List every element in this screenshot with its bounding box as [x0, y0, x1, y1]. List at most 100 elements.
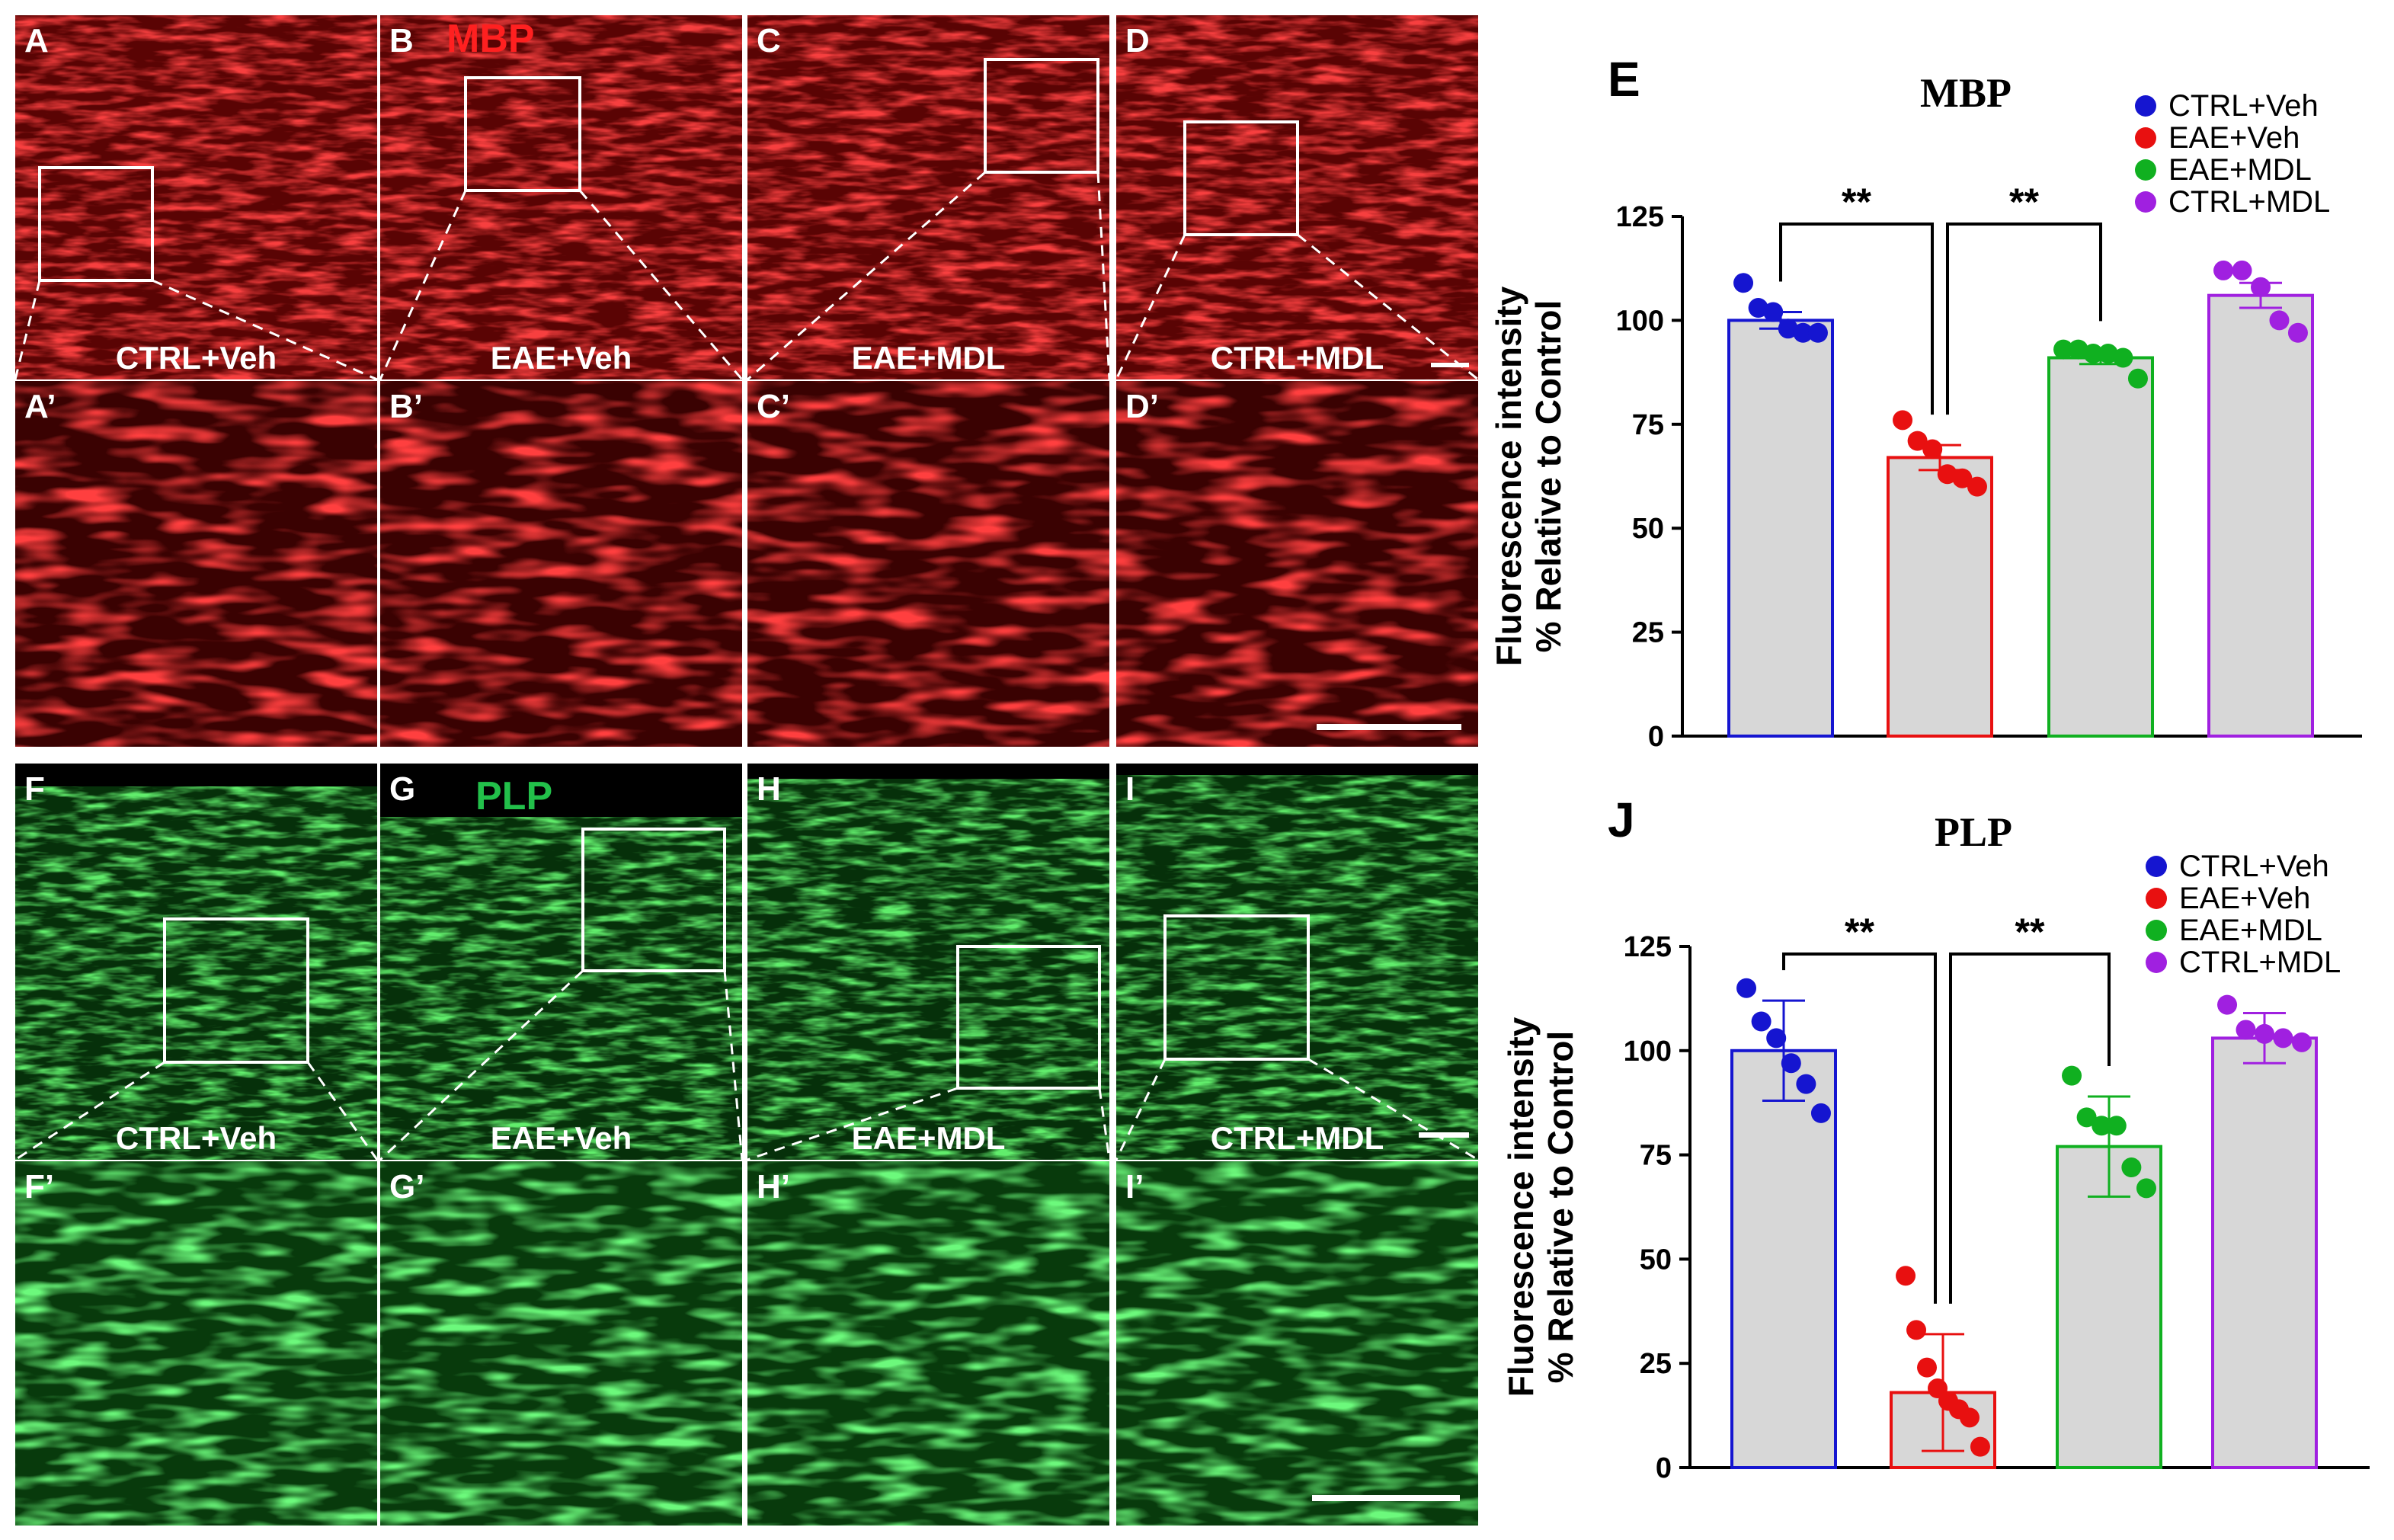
- legend-marker: [2146, 952, 2167, 973]
- panel-letter: H: [757, 770, 781, 808]
- zoom-line-right: [1307, 1058, 1479, 1161]
- bar-CTRL+MDL: [2211, 1036, 2318, 1470]
- panel-letter: A’: [24, 388, 56, 425]
- data-point: [2092, 1116, 2112, 1136]
- mbp-zoom-panel-2-texture: [747, 381, 1109, 747]
- y-tick-label: 75: [1632, 409, 1664, 441]
- bar-CTRL+MDL: [2207, 293, 2314, 738]
- plp-overview-panel-0: F CTRL+Veh: [14, 764, 379, 1161]
- data-point: [2269, 310, 2290, 331]
- legend-marker: [2135, 127, 2156, 149]
- significance-bracket: [1782, 952, 1937, 1304]
- mbp-zoom-panel-0-texture: [15, 381, 377, 747]
- legend-marker: [2135, 95, 2156, 117]
- data-point: [1766, 1028, 1787, 1049]
- zoom-line-left: [747, 171, 986, 381]
- mbp-overview-panel-0: A CTRL+Veh: [14, 15, 378, 381]
- micrograph-grid: A CTRL+Veh B EAE+Veh C EAE+MDL D CTRL+MDL A’ B’ C’…: [14, 15, 1479, 1526]
- y-tick-label: 125: [1616, 201, 1664, 233]
- legend-label: EAE+Veh: [2179, 882, 2310, 915]
- bar-CTRL+Veh: [1727, 319, 1834, 738]
- y-tick-label: 125: [1624, 931, 1672, 963]
- data-point: [1906, 1320, 1927, 1340]
- legend-label: CTRL+Veh: [2168, 89, 2319, 123]
- legend-marker: [2146, 856, 2167, 877]
- data-point: [1922, 439, 1943, 459]
- data-point: [2291, 1032, 2312, 1052]
- inset-box: [984, 58, 1099, 174]
- y-tick-label: 75: [1640, 1140, 1672, 1172]
- panel-letter: F: [24, 770, 45, 808]
- zoom-line-right: [1098, 1087, 1111, 1161]
- significance-bracket: [1946, 223, 2102, 415]
- inset-box: [1163, 914, 1310, 1061]
- zoom-line-right: [723, 970, 744, 1161]
- plp-overview-panel-3-texture: [1116, 764, 1478, 1160]
- group-label: CTRL+MDL: [1211, 1120, 1384, 1156]
- group-label: EAE+Veh: [491, 340, 632, 376]
- plp-zoom-panel-1: G’: [380, 1161, 742, 1526]
- panel-letter: G’: [389, 1168, 424, 1205]
- significance-label: **: [1845, 911, 1874, 953]
- panel-letter: B: [389, 22, 414, 59]
- chart-e: E MBP 0 25 50 75 100 125 Fluorescence intensity%…: [1489, 52, 2362, 753]
- zoom-line-left: [747, 1087, 959, 1161]
- data-point: [2287, 322, 2308, 343]
- plp-overview-panel-2-texture: [747, 764, 1109, 1160]
- group-label: EAE+Veh: [491, 1120, 632, 1156]
- group-label: EAE+MDL: [852, 340, 1006, 376]
- data-point: [1970, 1436, 1990, 1457]
- plp-overview-panel-1: G EAE+Veh: [379, 764, 744, 1161]
- panel-letter: A: [24, 22, 49, 59]
- panel-letter: C’: [757, 388, 790, 425]
- panel-letter: H’: [757, 1168, 790, 1205]
- chart-title: MBP: [1920, 70, 2012, 116]
- y-tick-label: 100: [1616, 305, 1664, 337]
- zoom-line-left: [379, 190, 467, 380]
- inset-box: [581, 828, 726, 972]
- mbp-zoom-panel-3-texture: [1116, 381, 1478, 747]
- zoom-line-left: [1115, 1058, 1167, 1161]
- group-label: CTRL+MDL: [1211, 340, 1384, 376]
- data-point: [2098, 344, 2118, 364]
- plp-zoom-panel-0: F’: [15, 1161, 377, 1526]
- mbp-overview-panel-1: B EAE+Veh: [379, 15, 744, 380]
- plp-overview-dark-band-0: [15, 764, 377, 786]
- data-point: [1810, 1103, 1831, 1123]
- bar-EAE+MDL: [2047, 356, 2154, 738]
- data-point: [2106, 1116, 2127, 1136]
- y-axis-label-line2: % Relative to Control: [1541, 1031, 1580, 1384]
- data-point: [2053, 339, 2074, 360]
- significance-label: **: [1842, 181, 1871, 223]
- bar-EAE+MDL: [2056, 1145, 2162, 1469]
- zoom-line-right: [1096, 171, 1111, 380]
- data-point: [1793, 322, 1813, 343]
- plp-zoom-panel-3: I’: [1116, 1161, 1478, 1526]
- mbp-zoom-panel-3: D’: [1116, 381, 1478, 747]
- data-point: [2083, 344, 2104, 364]
- plp-overview-dark-band-3: [1116, 764, 1478, 775]
- inset-box: [1183, 120, 1299, 236]
- legend-label: CTRL+MDL: [2168, 185, 2330, 219]
- legend-label: CTRL+Veh: [2179, 850, 2329, 883]
- y-tick-label: 25: [1632, 617, 1664, 649]
- inset-box: [464, 76, 581, 192]
- panel-letter: D’: [1125, 388, 1159, 425]
- data-point: [1763, 302, 1784, 322]
- y-tick-label: 50: [1640, 1244, 1672, 1276]
- data-point: [1748, 298, 1768, 319]
- inset-box: [38, 166, 154, 282]
- data-point: [2236, 1020, 2256, 1040]
- zoom-line-left: [379, 969, 584, 1161]
- plp-overview-panel-3: I CTRL+MDL: [1115, 764, 1479, 1161]
- significance-bracket: [1949, 952, 2111, 1304]
- data-point: [1896, 1266, 1916, 1286]
- zoom-line-right: [306, 1061, 379, 1161]
- mbp-zoom-panel-0: A’: [15, 381, 377, 747]
- y-axis-label-line2: % Relative to Control: [1528, 300, 1568, 653]
- bar-EAE+Veh: [1887, 456, 1993, 738]
- plp-overview-panel-2: H EAE+MDL: [747, 764, 1111, 1161]
- y-tick-label: 25: [1640, 1348, 1672, 1380]
- data-point: [2062, 1065, 2082, 1086]
- data-point: [2127, 368, 2148, 389]
